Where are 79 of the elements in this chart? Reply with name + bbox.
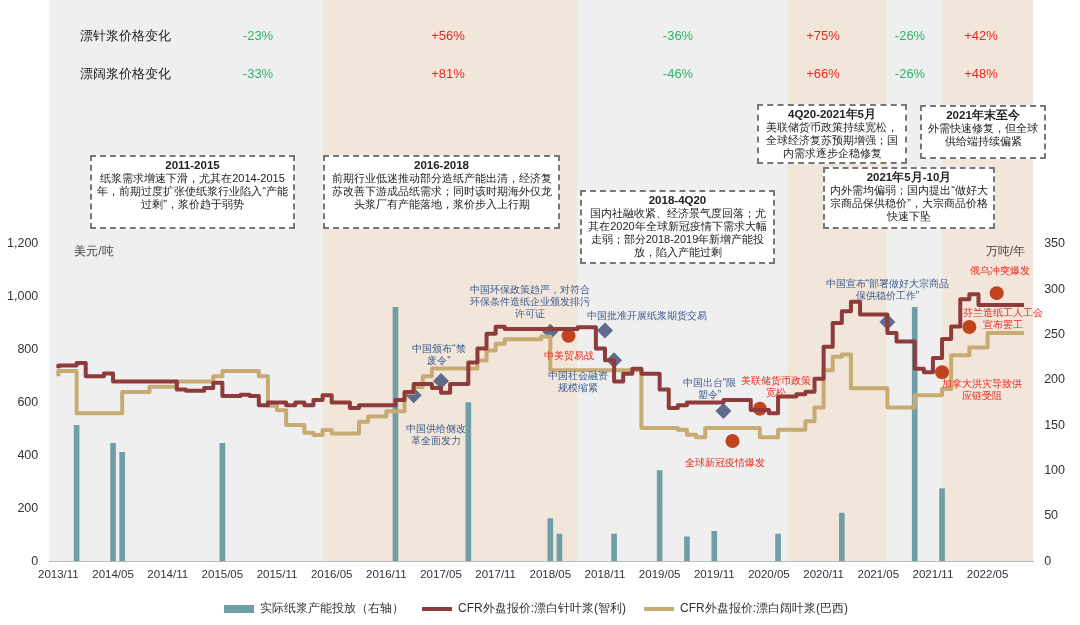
y-axis-title: 美元/吨 xyxy=(74,244,114,259)
bar xyxy=(711,530,718,562)
x-tick-label: 2019/05 xyxy=(638,568,681,581)
y-tick-label: 1,000 xyxy=(7,289,39,304)
bar xyxy=(839,512,845,562)
y-tick-label: 200 xyxy=(17,500,39,515)
x-tick-label: 2016/11 xyxy=(365,568,407,581)
legend-label: 实际纸浆产能投放（右轴） xyxy=(260,601,405,616)
y2-tick-label: 0 xyxy=(1044,553,1052,568)
y2-tick-label: 50 xyxy=(1044,508,1059,523)
annotation: 中国宣布“部署做好大宗商品保供稳价工作” xyxy=(825,277,950,302)
y-tick-label: 1,200 xyxy=(7,236,39,251)
annotation: 美联储货币政策宽松 xyxy=(740,374,811,399)
x-tick-label: 2013/11 xyxy=(38,568,79,581)
text: 漂阔浆价格变化 xyxy=(79,65,171,81)
bar xyxy=(939,488,945,562)
dashed-text-box: 2016-2018 前期行业低迷推动部分造纸产能出清，经济复苏改善下游成品纸需求；同时该时期海外仅龙头浆厂有产能落地，浆价步入上行期 xyxy=(323,155,560,229)
text: 漂针浆价格变化 xyxy=(79,27,171,43)
x-tick-label: 2014/05 xyxy=(92,568,134,581)
text: -23% xyxy=(242,27,274,43)
text: -26% xyxy=(894,65,926,81)
text: -36% xyxy=(662,27,694,43)
x-tick-label: 2018/05 xyxy=(529,568,572,581)
bar xyxy=(547,518,554,562)
x-tick-label: 2014/11 xyxy=(147,568,189,581)
x-tick-label: 2015/05 xyxy=(201,568,244,581)
dashed-text-box: 2021年5月-10月 内外需均偏弱；国内提出“做好大宗商品保供稳价”，大宗商品价格快速下坠 xyxy=(823,167,995,229)
y2-tick-label: 150 xyxy=(1044,417,1066,432)
annotation: 加拿大洪灾导致供应链受阻 xyxy=(942,378,1023,403)
x-tick-label: 2017/05 xyxy=(420,568,462,581)
text: -46% xyxy=(662,65,694,81)
dashed-text-box: 2021年末至今 外需快速修复，但全球供给端持续偏紧 xyxy=(920,105,1046,159)
bar xyxy=(611,533,617,562)
x-tick-label: 2021/05 xyxy=(857,568,900,581)
text: -33% xyxy=(242,65,274,81)
x-tick-label: 2020/05 xyxy=(748,568,790,581)
x-tick-label: 2022/05 xyxy=(966,568,1009,581)
y2-tick-label: 200 xyxy=(1044,372,1066,387)
annotation: 中国供给侧改革全面发力 xyxy=(404,423,467,448)
legend-label: CFR外盘报价:漂白阔叶浆(巴西) xyxy=(680,601,848,616)
text: -26% xyxy=(894,27,926,43)
x-tick-label: 2019/11 xyxy=(693,568,735,581)
x-tick-label: 2020/11 xyxy=(803,568,844,581)
text: +75% xyxy=(806,27,840,43)
x-tick-label: 2016/05 xyxy=(310,568,353,581)
dashed-text-box: 4Q20-2021年5月 美联储货币政策持续宽松，全球经济复苏预期增强；国内需求逐步企稳修复 xyxy=(757,104,907,164)
bar xyxy=(119,452,125,562)
text: +81% xyxy=(431,65,465,81)
dashed-text-box: 2018-4Q20 国内社融收紧、经济景气度回落；尤其在2020年全球新冠疫情下需求大幅走弱；部分2018-2019年新增产能投放，陷入产能过剩 xyxy=(580,190,775,264)
text: +48% xyxy=(964,65,998,81)
bar xyxy=(110,443,116,562)
x-tick-label: 2017/11 xyxy=(475,568,517,581)
text: +66% xyxy=(806,65,840,81)
y2-axis-title: 万吨/年 xyxy=(985,244,1026,259)
y-tick-label: 600 xyxy=(17,395,39,410)
bar xyxy=(775,533,781,562)
legend-label: CFR外盘报价:漂白针叶浆(智利) xyxy=(458,601,627,616)
annotation: 国内社融收紧、经济景气度回落；尤其在2020年全球新冠疫情下需求大幅走弱；部分2018-2019年新增产能投放，陷入产能过剩 xyxy=(588,207,767,258)
y-tick-label: 400 xyxy=(17,447,39,462)
bar xyxy=(684,536,690,562)
annotation: 中美贸易战 xyxy=(542,349,595,362)
annotation: 芬兰造纸工人工会宣布罢工 xyxy=(963,307,1044,331)
y2-tick-label: 300 xyxy=(1044,281,1066,296)
dashed-text-box: 2011-2015 纸浆需求增速下滑，尤其在2014-2015年，前期过度扩张使纸浆行业陷入“产能过剩”，浆价趋于弱势 xyxy=(90,155,295,229)
y2-tick-label: 250 xyxy=(1044,327,1066,342)
annotation: 中国出台“限塑令” xyxy=(681,377,738,402)
annotation: 中国社会融资规模缩紧 xyxy=(547,370,610,395)
annotation: 中国颁布“禁废令” xyxy=(411,342,467,367)
x-tick-label: 2021/11 xyxy=(912,568,954,581)
y-tick-label: 800 xyxy=(17,342,39,357)
y-tick-label: 0 xyxy=(31,553,39,568)
annotation: 全球新冠疫情爆发 xyxy=(683,456,766,469)
text: +42% xyxy=(964,27,998,43)
x-tick-label: 2015/11 xyxy=(256,568,298,581)
text: +56% xyxy=(431,27,465,43)
x-tick-label: 2018/11 xyxy=(584,568,626,581)
y2-tick-label: 100 xyxy=(1044,463,1066,478)
annotation: 俄乌冲突爆发 xyxy=(968,265,1031,278)
y2-tick-label: 350 xyxy=(1044,236,1066,251)
